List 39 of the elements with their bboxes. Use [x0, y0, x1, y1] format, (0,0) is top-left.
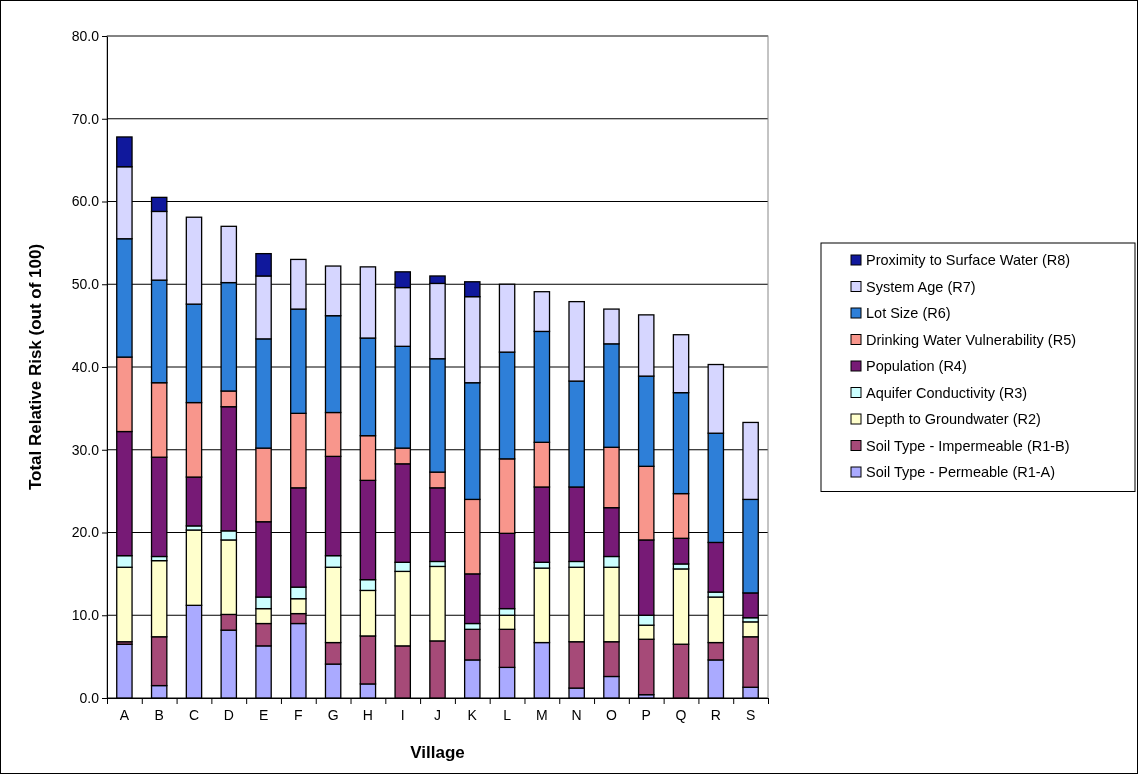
legend-label: Drinking Water Vulnerability (R5)	[866, 331, 1077, 348]
x-tick-label: H	[362, 707, 373, 723]
x-tick-label: N	[571, 707, 582, 723]
x-tick-label: P	[641, 707, 651, 723]
y-tick-label: 80.0	[71, 27, 100, 44]
x-tick-label: C	[188, 707, 200, 723]
x-axis-title: Village	[410, 743, 465, 762]
x-tick-label: Q	[675, 707, 687, 723]
y-tick-label: 50.0	[71, 276, 100, 293]
x-tick-label: A	[119, 707, 130, 723]
y-tick-label: 60.0	[71, 193, 100, 210]
legend-label: Soil Type - Impermeable (R1-B)	[866, 437, 1070, 454]
y-axis-title: Total Relative Risk (out of 100)	[26, 243, 45, 491]
x-tick-label: K	[467, 707, 478, 723]
x-tick-label: M	[536, 707, 548, 723]
x-tick-label: G	[327, 707, 339, 723]
y-tick-label: 30.0	[71, 441, 100, 458]
y-tick-label: 0.0	[79, 689, 100, 706]
legend-label: Proximity to Surface Water (R8)	[866, 252, 1071, 268]
x-tick-label: B	[154, 707, 164, 723]
y-tick-label: 70.0	[71, 110, 100, 127]
y-tick-label: 40.0	[71, 358, 100, 375]
x-tick-label: E	[258, 707, 269, 723]
legend-label: System Age (R7)	[866, 278, 976, 295]
x-tick-label: R	[710, 707, 721, 723]
x-tick-label: D	[223, 707, 234, 723]
legend-label: Population (R4)	[866, 358, 967, 374]
legend-label: Soil Type - Permeable (R1-A)	[866, 464, 1056, 480]
legend-label: Lot Size (R6)	[866, 305, 951, 321]
x-tick-label: J	[434, 707, 441, 723]
legend-label: Depth to Groundwater (R2)	[866, 411, 1041, 427]
y-tick-label: 10.0	[71, 607, 100, 624]
x-tick-label: S	[745, 707, 756, 723]
x-tick-label: O	[606, 707, 617, 723]
x-tick-label: F	[294, 707, 303, 723]
y-tick-label: 20.0	[71, 524, 100, 541]
x-tick-label: L	[503, 707, 512, 723]
x-tick-label: I	[400, 707, 405, 723]
legend-label: Aquifer Conductivity (R3)	[866, 384, 1028, 401]
